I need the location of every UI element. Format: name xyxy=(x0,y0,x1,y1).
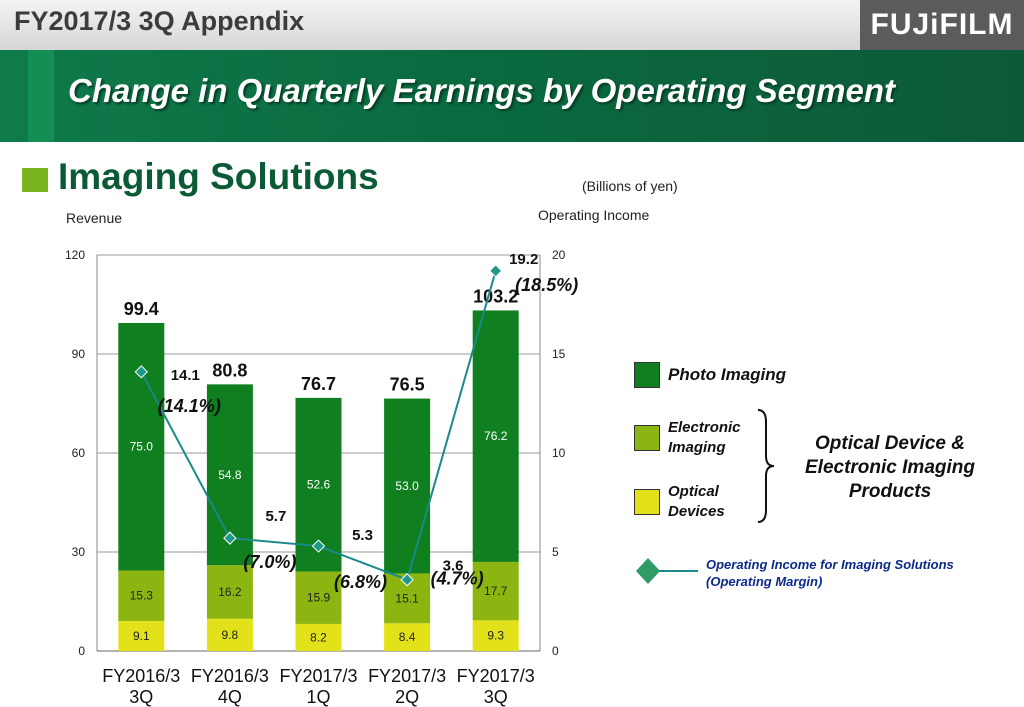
bar-value-label: 52.6 xyxy=(307,478,331,492)
bar-electronic-imaging xyxy=(295,571,342,624)
bar-total-label: 76.7 xyxy=(301,374,336,394)
bar-value-label: 9.1 xyxy=(133,629,150,643)
page-title: Change in Quarterly Earnings by Operatin… xyxy=(68,72,895,109)
bar-optical-devices xyxy=(206,618,253,651)
title-banner: Change in Quarterly Earnings by Operatin… xyxy=(0,50,1024,142)
y-axis-label-revenue: Revenue xyxy=(66,210,123,226)
legend-label-electronic: Electronic Imaging xyxy=(668,419,741,456)
operating-income-marker xyxy=(223,531,237,545)
bar-value-label: 9.3 xyxy=(487,629,504,643)
legend-label-photo: Photo Imaging xyxy=(668,365,787,384)
x-category-sublabel: 3Q xyxy=(484,687,508,707)
units-label: (Billions of yen) xyxy=(582,178,678,194)
bar-total-label: 76.5 xyxy=(390,375,425,395)
y-tick-label: 120 xyxy=(65,248,85,262)
bar-value-label: 8.2 xyxy=(310,630,327,644)
y2-tick-label: 10 xyxy=(552,446,566,460)
x-category-sublabel: 1Q xyxy=(306,687,330,707)
operating-margin-label: (14.1%) xyxy=(158,396,221,416)
bar-value-label: 53.0 xyxy=(395,479,419,493)
operating-income-value-label: 5.3 xyxy=(352,527,373,544)
bar-value-label: 76.2 xyxy=(484,429,508,443)
bar-value-label: 17.7 xyxy=(484,584,508,598)
operating-income-marker xyxy=(488,264,503,278)
x-category-label: FY2016/3 xyxy=(191,666,269,686)
x-category-sublabel: 3Q xyxy=(129,687,153,707)
bar-electronic-imaging xyxy=(118,570,165,621)
bar-value-label: 54.8 xyxy=(218,468,242,482)
legend-label-operating-income: Operating Income for Imaging Solutions (… xyxy=(706,557,954,589)
appendix-title: FY2017/3 3Q Appendix xyxy=(14,6,305,36)
x-category-label: FY2017/3 xyxy=(279,666,357,686)
top-header-bar: FY2017/3 3Q Appendix FUJiFILM xyxy=(0,0,1024,50)
fujifilm-logo: FUJiFILM xyxy=(860,0,1024,50)
bar-optical-devices xyxy=(295,623,342,651)
x-category-label: FY2016/3 xyxy=(102,666,180,686)
operating-margin-label: (4.7%) xyxy=(431,569,484,589)
y2-tick-label: 15 xyxy=(552,347,566,361)
operating-margin-label: (6.8%) xyxy=(334,572,387,592)
operating-income-marker xyxy=(311,539,326,553)
y2-tick-label: 20 xyxy=(552,248,566,262)
bar-value-label: 15.3 xyxy=(130,589,154,603)
y2-tick-label: 5 xyxy=(552,545,559,559)
legend-swatch-electronic xyxy=(634,425,660,451)
bar-total-label: 99.4 xyxy=(124,299,159,319)
bar-electronic-imaging xyxy=(472,561,519,621)
bar-total-label: 103.2 xyxy=(473,286,518,306)
x-category-label: FY2017/3 xyxy=(368,666,446,686)
y-tick-label: 60 xyxy=(72,446,86,460)
bar-optical-devices xyxy=(472,620,519,651)
operating-income-marker xyxy=(400,573,414,587)
x-category-label: FY2017/3 xyxy=(457,666,535,686)
section-title: Imaging Solutions xyxy=(58,156,379,197)
bar-value-label: 8.4 xyxy=(399,630,416,644)
bar-total-label: 80.8 xyxy=(212,360,247,380)
bar-value-label: 15.1 xyxy=(395,591,419,605)
legend-electronic-imaging: Electronic Imaging xyxy=(634,418,758,458)
bar-optical-devices xyxy=(384,623,431,651)
y-tick-label: 0 xyxy=(78,644,85,658)
bar-value-label: 75.0 xyxy=(130,440,154,454)
operating-income-value-label: 5.7 xyxy=(265,508,286,525)
x-category-sublabel: 4Q xyxy=(218,687,242,707)
y2-tick-label: 0 xyxy=(552,644,559,658)
legend-group-label: Optical Device & Electronic Imaging Prod… xyxy=(805,433,975,502)
legend-photo-imaging: Photo Imaging xyxy=(634,362,786,388)
bar-photo-imaging xyxy=(118,322,165,571)
operating-margin-label: (7.0%) xyxy=(243,552,296,572)
x-category-sublabel: 2Q xyxy=(395,687,419,707)
legend-label-optical: Optical Devices xyxy=(668,483,725,520)
operating-margin-label: (18.5%) xyxy=(515,275,578,295)
legend-swatch-photo xyxy=(634,362,660,388)
legend-optical-devices: Optical Devices xyxy=(634,482,748,522)
bar-photo-imaging xyxy=(472,310,519,562)
y2-axis-label-operating-income: Operating Income xyxy=(538,207,650,223)
bar-optical-devices xyxy=(118,620,165,651)
operating-income-marker xyxy=(134,365,149,379)
bar-value-label: 16.2 xyxy=(218,585,242,599)
operating-income-value-label: 14.1 xyxy=(171,367,200,384)
legend-swatch-optical xyxy=(634,489,660,515)
bar-photo-imaging xyxy=(384,398,431,574)
y-tick-label: 30 xyxy=(72,545,86,559)
bar-value-label: 9.8 xyxy=(222,628,239,642)
operating-income-value-label: 19.2 xyxy=(509,251,538,268)
bar-value-label: 15.9 xyxy=(307,591,331,605)
legend-diamond-line-icon xyxy=(636,558,698,584)
section-bullet-icon xyxy=(22,168,48,192)
banner-stripe xyxy=(28,50,54,142)
right-brace-icon xyxy=(757,409,775,523)
bar-electronic-imaging xyxy=(206,565,253,619)
operating-income-value-label: 3.6 xyxy=(443,558,464,575)
y-tick-label: 90 xyxy=(72,347,86,361)
